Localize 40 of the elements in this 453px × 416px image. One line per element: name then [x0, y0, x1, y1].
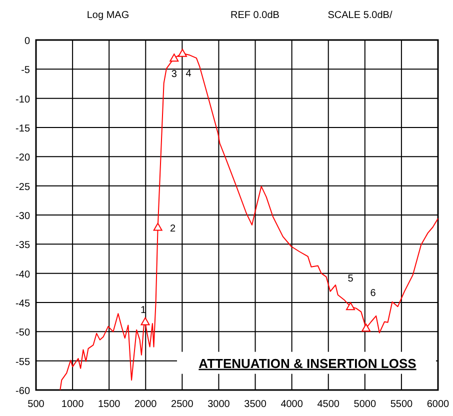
- text: ATTENUATION & INSERTION LOSS: [198, 356, 417, 371]
- point: [362, 324, 371, 332]
- x-tick-label: 2500: [171, 399, 194, 410]
- annotation: 4: [186, 68, 192, 80]
- x-tick-label: 5000: [354, 399, 376, 410]
- y-tick-label: 0: [24, 36, 30, 47]
- text: REF 0.0dB: [230, 10, 280, 21]
- x-tick-label: 5500: [390, 399, 414, 410]
- point: [170, 54, 179, 62]
- y-tick-label: -60: [16, 386, 30, 397]
- point: [140, 317, 150, 326]
- y-tick-label: -40: [16, 269, 30, 280]
- annotation: 3: [171, 69, 178, 80]
- y-tick-label: -35: [16, 240, 30, 252]
- annotation: 2: [170, 223, 176, 234]
- point: [178, 48, 187, 57]
- x-tick-label: 3000: [208, 399, 230, 410]
- x-tick-label: 1000: [61, 399, 84, 410]
- y-tick-label: -25: [16, 182, 30, 193]
- y-tick-label: -15: [16, 124, 30, 134]
- annotation: 6: [370, 288, 376, 300]
- x-tick-label: 3500: [244, 399, 267, 410]
- y-tick-label: -55: [16, 356, 30, 368]
- text: SCALE 5.0dB/: [328, 10, 392, 21]
- annotation: 5: [348, 274, 354, 285]
- y-tick-label: -45: [16, 298, 30, 310]
- x-tick-label: 4500: [317, 399, 340, 410]
- x-tick-label: 6000: [426, 399, 450, 410]
- y-tick-label: -10: [16, 94, 30, 106]
- point: [346, 302, 356, 310]
- y-tick-label: -20: [16, 152, 30, 164]
- y-tick-label: -5: [21, 65, 30, 76]
- x-tick-label: 4000: [280, 399, 304, 410]
- x-tick-label: 500: [28, 399, 45, 410]
- x-tick-label: 2000: [134, 399, 158, 410]
- y-tick-label: -30: [16, 211, 30, 222]
- point: [153, 222, 162, 231]
- text: Log MAG: [86, 10, 130, 21]
- y-tick-label: -50: [16, 328, 30, 339]
- x-tick-label: 1500: [98, 399, 121, 410]
